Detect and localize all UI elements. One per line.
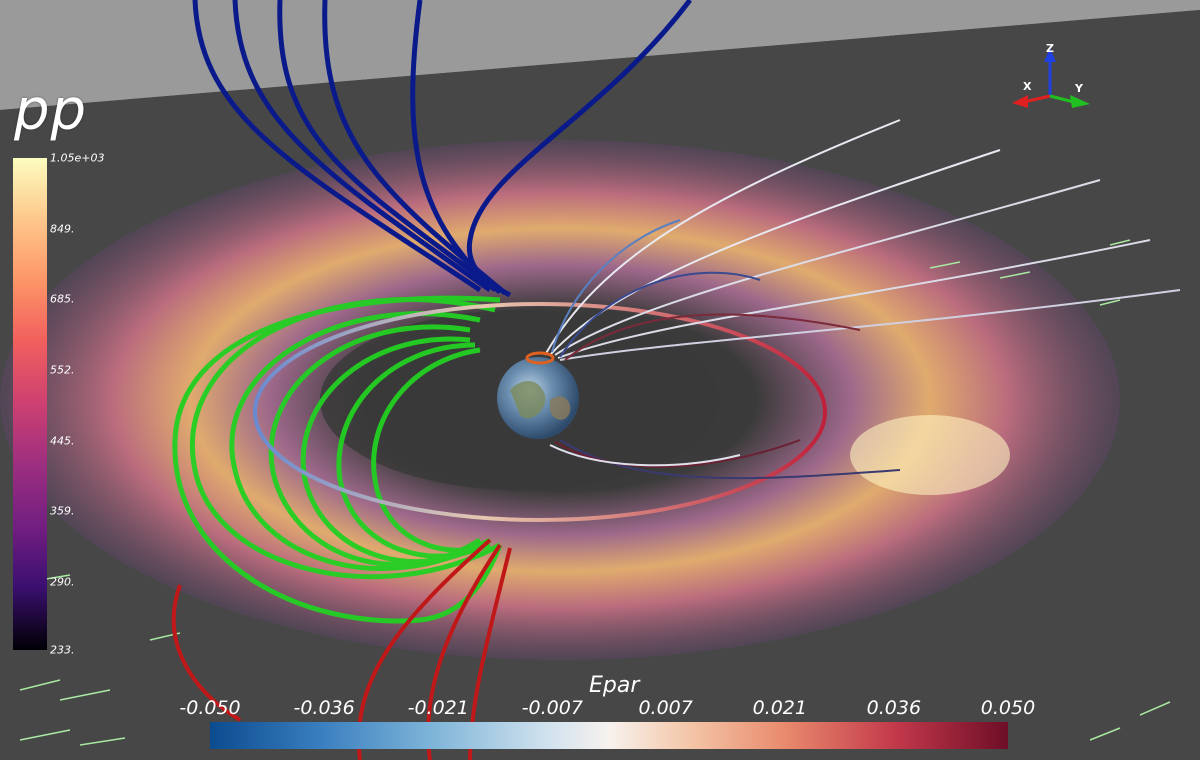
pp-tick-label: 359. — [50, 504, 75, 518]
y-axis-label: Y — [1075, 82, 1083, 95]
epar-legend-title: Epar — [589, 673, 640, 698]
epar-tick-label: -0.050 — [179, 697, 241, 719]
epar-tick-label: -0.036 — [293, 697, 355, 719]
ring-current — [253, 302, 827, 522]
epar-tick-label: 0.021 — [752, 697, 807, 719]
field-lines-tail — [544, 119, 1181, 480]
z-axis-label: Z — [1046, 42, 1054, 55]
orientation-axes[interactable]: Z X Y — [1000, 40, 1100, 120]
x-axis-arrowhead — [1012, 95, 1028, 108]
pp-colorbar — [13, 158, 47, 650]
pp-legend-title: pp — [14, 78, 88, 143]
pressure-hotspot — [850, 415, 1010, 495]
epar-colorbar — [210, 722, 1008, 749]
pp-tick-label: 685. — [50, 292, 75, 306]
background-wall — [0, 0, 1200, 110]
epar-tick-label: 0.036 — [866, 697, 922, 719]
epar-tick-label: -0.007 — [521, 697, 583, 719]
earth-globe-icon[interactable] — [497, 351, 579, 439]
z-axis-arrowhead — [1044, 48, 1056, 62]
x-axis-arrow — [1023, 94, 1051, 104]
field-lines-closed — [172, 295, 503, 624]
epar-tick-label: 0.007 — [638, 697, 693, 719]
pp-tick-label: 445. — [50, 434, 75, 448]
epar-tick-label: 0.050 — [980, 697, 1036, 719]
pp-tick-label: 552. — [50, 363, 75, 377]
field-lines-north — [192, 0, 692, 298]
pp-tick-label: 233. — [50, 643, 75, 657]
pp-tick-label: 1.05e+03 — [50, 151, 105, 165]
vector-glyphs — [19, 239, 1171, 746]
y-axis-arrowhead — [1070, 95, 1090, 108]
epar-tick-label: -0.021 — [407, 697, 469, 719]
y-axis-arrow — [1049, 94, 1075, 104]
pp-tick-label: 290. — [50, 575, 75, 589]
x-axis-label: X — [1023, 80, 1032, 93]
pp-tick-label: 849. — [50, 222, 75, 236]
axes-triad-icon — [1012, 48, 1090, 108]
